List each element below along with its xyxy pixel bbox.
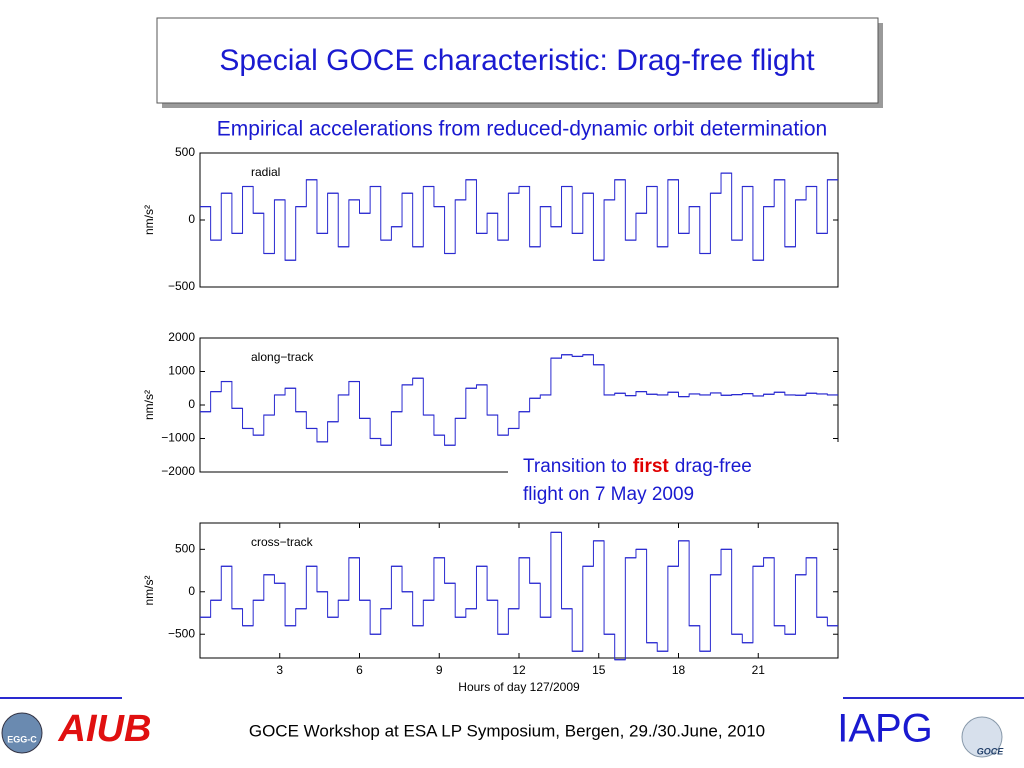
y-axis-label: nm/s² <box>142 205 156 235</box>
x-tick-label: 3 <box>276 663 283 677</box>
annotation: flight on 7 May 2009 <box>523 484 694 505</box>
goce-badge-text: GOCE <box>977 746 1005 756</box>
y-tick-label: 0 <box>188 397 195 411</box>
y-tick-label: −500 <box>168 626 195 640</box>
y-tick-label: 1000 <box>168 364 195 378</box>
step-connector <box>200 172 838 261</box>
egg-badge-text: EGG-C <box>7 734 37 744</box>
annotation-box <box>508 442 843 512</box>
y-axis-label: nm/s² <box>142 575 156 605</box>
x-tick-label: 6 <box>356 663 363 677</box>
annotation-text: Transition to <box>523 456 627 477</box>
aiub-logo: AIUB <box>58 708 152 750</box>
y-tick-label: 500 <box>175 541 195 555</box>
charts: −500 0 500 radial nm/s² −2000 −1000 0 1000 2000 al… <box>142 145 839 694</box>
title-box <box>156 17 879 104</box>
slide-title: Special GOCE characteristic: Drag-free f… <box>219 44 815 77</box>
annotation-text: drag-free <box>675 456 752 477</box>
footer-text: GOCE Workshop at ESA LP Symposium, Berge… <box>249 721 765 740</box>
y-tick-label: −1000 <box>161 431 195 445</box>
annotation-emphasis: first <box>633 456 670 477</box>
egg-badge <box>1 712 43 754</box>
panel-label: along−track <box>251 350 314 364</box>
y-tick-label: −500 <box>168 279 195 293</box>
y-axis-label: nm/s² <box>142 390 156 420</box>
y-tick-label: 2000 <box>168 330 195 344</box>
goce-badge <box>961 716 1003 758</box>
annotation: Transition to first drag-free <box>523 456 752 477</box>
x-axis-label: Hours of day 127/2009 <box>458 680 580 694</box>
step-connector <box>200 531 838 661</box>
y-tick-label: 0 <box>188 584 195 598</box>
slide-subtitle: Empirical accelerations from reduced-dyn… <box>217 118 827 141</box>
y-tick-label: 0 <box>188 212 195 226</box>
panel-label: cross−track <box>251 535 314 549</box>
y-tick-label: 500 <box>175 145 195 159</box>
x-tick-label: 15 <box>592 663 606 677</box>
y-tick-label: −2000 <box>161 464 195 478</box>
x-tick-label: 9 <box>436 663 443 677</box>
panel-label: radial <box>251 165 280 179</box>
x-tick-label: 12 <box>512 663 526 677</box>
x-tick-label: 18 <box>672 663 686 677</box>
iapg-logo: IAPG <box>837 707 933 751</box>
x-tick-label: 21 <box>752 663 766 677</box>
